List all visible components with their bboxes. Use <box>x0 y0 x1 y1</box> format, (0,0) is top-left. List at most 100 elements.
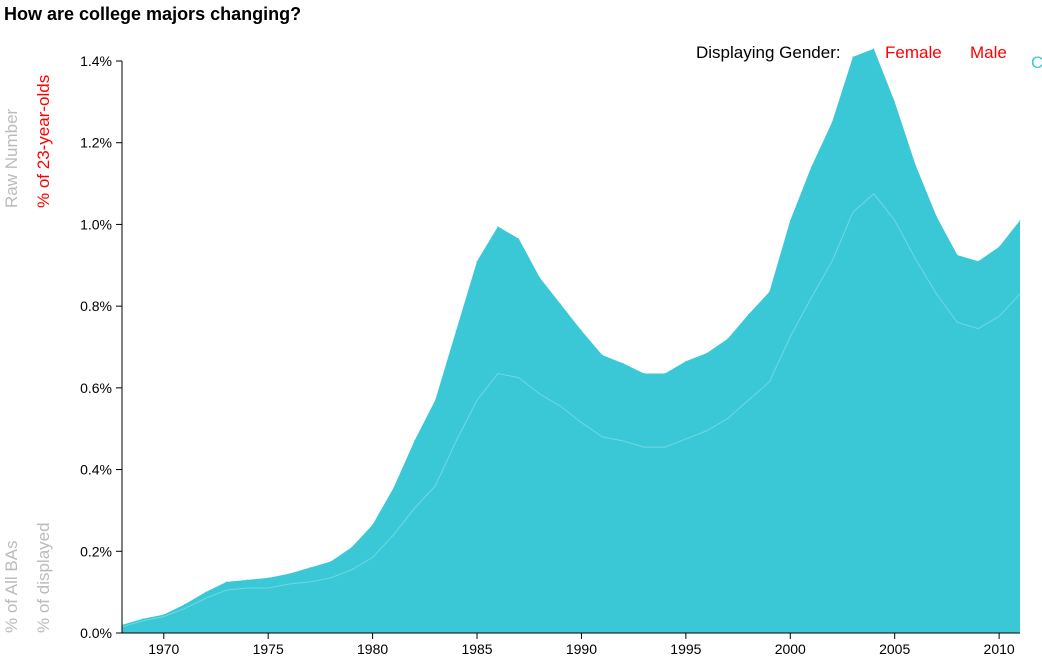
data-point-total <box>413 440 415 442</box>
x-tick-label: 1980 <box>357 641 388 657</box>
data-point-total <box>768 291 770 293</box>
data-point-total <box>622 362 624 364</box>
data-point-inner <box>121 626 123 628</box>
data-point-inner <box>392 534 394 536</box>
x-tick-label: 1970 <box>148 641 179 657</box>
data-point-inner <box>601 436 603 438</box>
data-point-inner <box>622 440 624 442</box>
data-point-total <box>121 624 123 626</box>
data-point-inner <box>643 446 645 448</box>
data-point-total <box>330 561 332 562</box>
data-point-inner <box>852 211 854 213</box>
data-point-inner <box>225 589 227 591</box>
y-tick-label: 0.2% <box>80 543 112 559</box>
data-point-total <box>643 373 645 375</box>
x-tick-label: 2010 <box>984 641 1015 657</box>
measure-pct-displayed[interactable]: % of displayed <box>34 522 53 633</box>
measure-pct-23-year-olds[interactable]: % of 23-year-olds <box>34 74 53 208</box>
data-point-inner <box>894 219 896 221</box>
data-point-inner <box>831 260 833 262</box>
axes: 0.0% 0.2% 0.4% 0.6% 0.8% 1.0% 1.2% 1.4% 1970 1975… <box>80 53 1020 657</box>
data-point-total <box>998 246 1000 248</box>
data-point-inner <box>768 381 770 383</box>
data-point-inner <box>915 258 917 260</box>
data-point-total <box>288 573 290 575</box>
data-point-inner <box>330 577 332 579</box>
data-point-inner <box>351 569 353 571</box>
data-point-total <box>727 338 729 340</box>
data-point-inner <box>288 583 290 585</box>
data-point-total <box>497 225 499 227</box>
data-point-total <box>225 581 227 583</box>
data-point-total <box>205 591 207 593</box>
data-point-inner <box>539 393 541 395</box>
data-point-inner <box>977 328 979 330</box>
data-point-total <box>163 614 165 616</box>
data-point-inner <box>810 297 812 299</box>
data-point-inner <box>142 620 144 622</box>
data-point-total <box>580 330 582 332</box>
data-point-total <box>351 546 353 548</box>
area-series-inner-boundary <box>121 193 1021 628</box>
measure-raw-number[interactable]: Raw Number <box>2 108 21 208</box>
gender-option-female[interactable]: Female <box>885 43 942 62</box>
data-point-total <box>246 579 248 581</box>
data-point-inner <box>664 446 666 448</box>
area-series-total <box>122 48 1020 633</box>
data-point-total <box>664 373 666 375</box>
data-point-inner <box>873 193 875 195</box>
data-point-inner <box>309 581 311 583</box>
data-point-total <box>184 603 186 605</box>
data-point-inner <box>580 422 582 424</box>
x-tick-label: 1995 <box>670 641 701 657</box>
data-point-total <box>476 260 478 262</box>
data-point-inner <box>246 587 248 589</box>
data-point-total <box>434 399 436 401</box>
data-point-total <box>706 352 708 354</box>
data-point-inner <box>956 321 958 323</box>
data-point-inner <box>706 430 708 432</box>
y-tick-label: 0.0% <box>80 625 112 641</box>
data-point-total <box>309 567 311 569</box>
data-point-total <box>956 254 958 256</box>
x-tick-label: 2005 <box>879 641 910 657</box>
data-point-inner <box>476 399 478 401</box>
data-point-total <box>831 121 833 123</box>
data-point-inner <box>205 597 207 599</box>
x-tick-label: 1985 <box>461 641 492 657</box>
plot-area <box>121 48 1021 633</box>
y-tick-label: 0.8% <box>80 298 112 314</box>
y-tick-label: 0.6% <box>80 380 112 396</box>
data-point-total <box>748 313 750 315</box>
data-point-inner <box>998 315 1000 317</box>
data-point-inner <box>163 616 165 618</box>
gender-option-combined[interactable]: C <box>1031 53 1042 72</box>
data-point-inner <box>518 377 520 379</box>
data-point-inner <box>413 507 415 509</box>
data-point-inner <box>560 405 562 407</box>
data-point-total <box>392 487 394 489</box>
data-point-total <box>267 577 269 579</box>
data-point-total <box>372 524 374 526</box>
data-point-total <box>1019 219 1021 221</box>
measure-pct-all-bas[interactable]: % of All BAs <box>2 540 21 633</box>
page-title: How are college majors changing? <box>4 4 302 24</box>
data-point-total <box>601 354 603 356</box>
data-point-inner <box>685 438 687 440</box>
data-point-total <box>873 48 875 50</box>
data-point-total <box>935 215 937 217</box>
y-tick-label: 1.2% <box>80 135 112 151</box>
data-point-inner <box>372 556 374 558</box>
gender-selector-label: Displaying Gender: <box>696 43 841 62</box>
y-tick-label: 1.0% <box>80 216 112 232</box>
data-point-total <box>915 164 917 166</box>
x-tick-label: 2000 <box>775 641 806 657</box>
data-point-inner <box>748 399 750 401</box>
data-point-total <box>539 277 541 279</box>
x-tick-label: 1990 <box>566 641 597 657</box>
data-point-inner <box>935 293 937 295</box>
data-point-inner <box>455 440 457 442</box>
data-point-total <box>560 303 562 305</box>
gender-option-male[interactable]: Male <box>970 43 1007 62</box>
